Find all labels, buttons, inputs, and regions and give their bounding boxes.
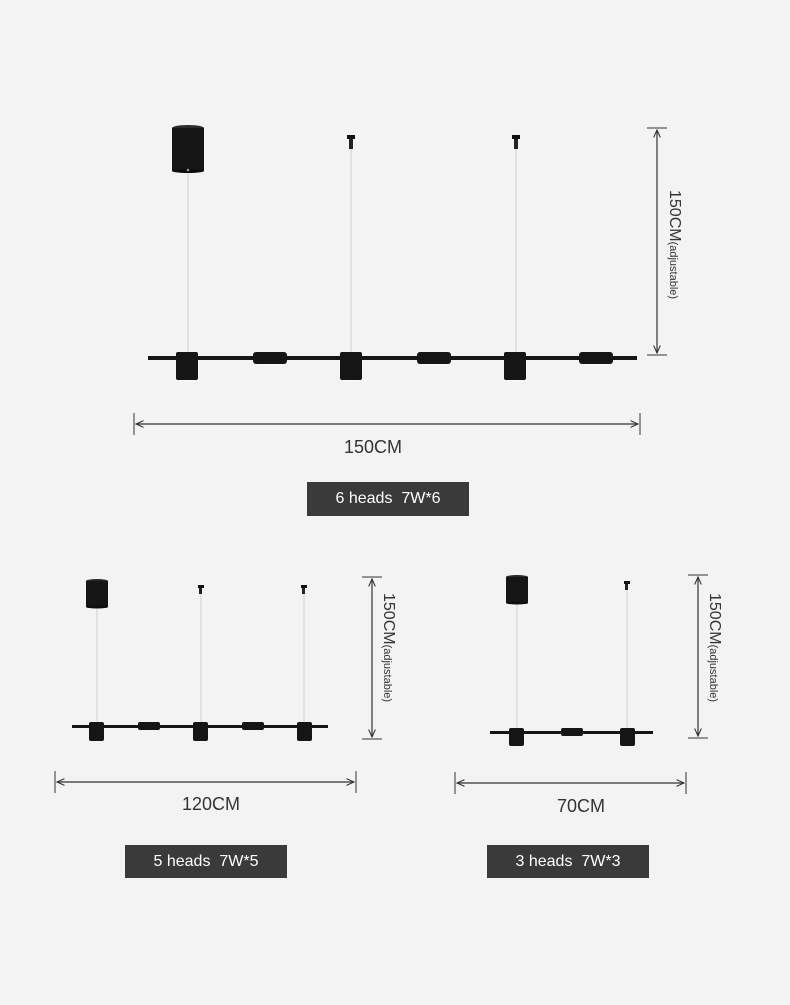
width-dimension: 150CM	[133, 413, 641, 457]
width-dimension: 120CM	[54, 771, 357, 814]
light-head	[417, 352, 451, 366]
light-head	[193, 722, 208, 741]
svg-text:150CM(adjustable): 150CM(adjustable)	[706, 593, 723, 702]
height-note: (adjustable)	[381, 645, 393, 702]
height-note: (adjustable)	[667, 242, 679, 299]
light-head	[138, 722, 160, 730]
light-head	[253, 352, 287, 366]
ceiling-canopy	[86, 579, 108, 609]
height-dimension: 150CM(adjustable)	[647, 127, 683, 356]
svg-text:150CM(adjustable): 150CM(adjustable)	[380, 593, 397, 702]
model-badge: 5 heads 7W*5	[125, 845, 287, 878]
light-head	[509, 728, 524, 746]
fixture-6-heads	[148, 125, 637, 382]
light-head	[504, 352, 526, 382]
height-dimension: 150CM(adjustable)	[688, 574, 723, 739]
width-dimension: 70CM	[454, 772, 687, 816]
height-label: 150CM	[706, 593, 723, 645]
ceiling-anchor	[512, 135, 520, 149]
svg-text:150CM(adjustable): 150CM(adjustable)	[666, 190, 683, 299]
width-label: 120CM	[182, 794, 240, 814]
height-dimension: 150CM(adjustable)	[362, 576, 397, 740]
width-label: 150CM	[344, 437, 402, 457]
mounting-bar	[148, 356, 637, 360]
light-head	[340, 352, 362, 382]
fixture-3-heads	[490, 575, 653, 746]
fixture-5-heads	[72, 579, 328, 741]
light-head	[176, 352, 198, 382]
height-label: 150CM	[666, 190, 683, 242]
light-head	[297, 722, 312, 741]
width-label: 70CM	[557, 796, 605, 816]
height-note: (adjustable)	[707, 645, 719, 702]
ceiling-anchor	[198, 585, 204, 594]
light-head	[561, 728, 583, 736]
model-badge: 6 heads 7W*6	[307, 482, 469, 516]
ceiling-anchor	[347, 135, 355, 149]
light-head	[579, 352, 613, 366]
ceiling-canopy	[506, 575, 528, 605]
light-head	[242, 722, 264, 730]
light-head	[89, 722, 104, 741]
ceiling-anchor	[301, 585, 307, 594]
ceiling-canopy	[172, 125, 204, 173]
ceiling-anchor	[624, 581, 630, 590]
light-head	[620, 728, 635, 746]
height-label: 150CM	[380, 593, 397, 645]
model-badge: 3 heads 7W*3	[487, 845, 649, 878]
